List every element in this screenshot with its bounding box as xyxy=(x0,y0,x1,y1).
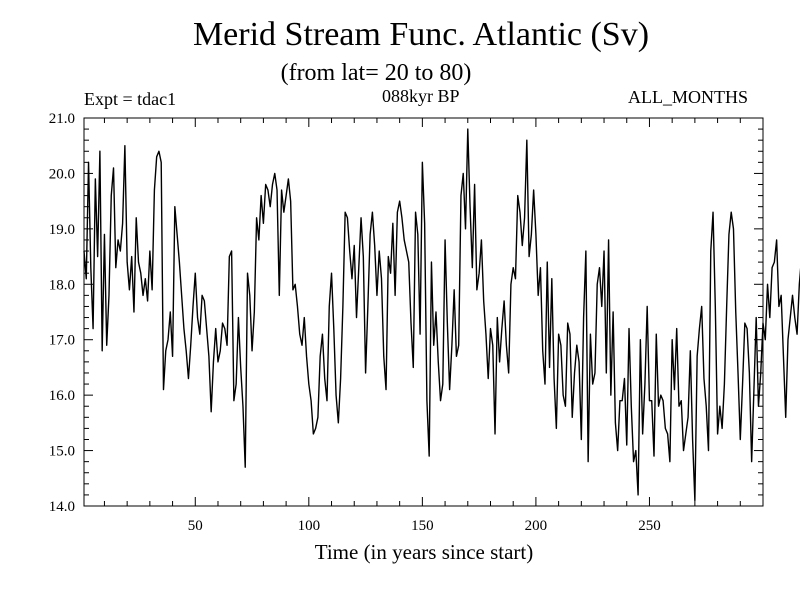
x-tick-label: 150 xyxy=(411,518,434,534)
series-line xyxy=(83,128,800,502)
months-label: ALL_MONTHS xyxy=(628,87,748,107)
chart-subtitle: (from lat= 20 to 80) xyxy=(280,60,472,86)
tick-labels: 50 100 150 200 250 14.0 15.0 16.0 17.0 18.0 19.0 20… xyxy=(49,111,661,534)
y-tick-label: 19.0 xyxy=(49,222,75,238)
x-tick-label: 250 xyxy=(638,518,661,534)
x-axis-label: Time (in years since start) xyxy=(314,540,534,564)
chart-title: Merid Stream Func. Atlantic (Sv) xyxy=(192,16,650,53)
y-tick-label: 17.0 xyxy=(49,333,75,349)
x-tick-label: 100 xyxy=(298,518,321,534)
y-tick-label: 18.0 xyxy=(49,277,75,293)
x-tick-label: 200 xyxy=(525,518,548,534)
y-tick-label: 16.0 xyxy=(49,388,75,404)
y-tick-label: 14.0 xyxy=(49,499,75,515)
experiment-label: Expt = tdac1 xyxy=(84,89,177,109)
period-label: 088kyr BP xyxy=(382,86,460,106)
y-tick-label: 20.0 xyxy=(49,166,75,182)
plot-frame xyxy=(83,117,764,507)
y-tick-label: 15.0 xyxy=(49,444,75,460)
x-tick-label: 50 xyxy=(188,518,203,534)
y-tick-label: 21.0 xyxy=(49,111,75,127)
